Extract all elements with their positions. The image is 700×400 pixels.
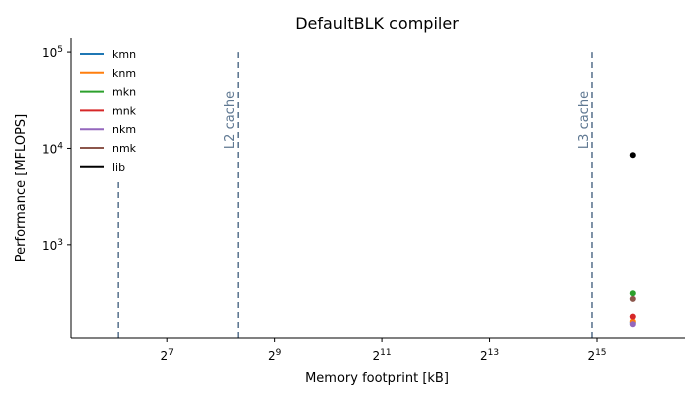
x-tick-label-4: 215 bbox=[587, 348, 606, 363]
reference-lines: L2 cache L3 cache bbox=[117, 52, 593, 338]
y-tick-label-2: 105 bbox=[42, 45, 63, 60]
reference-line-label-2: L3 cache bbox=[577, 91, 592, 149]
legend-label-nkm: nkm bbox=[112, 123, 136, 136]
y-axis-ticks: 103 104 105 bbox=[42, 45, 71, 253]
reference-line-label-1: L2 cache bbox=[223, 91, 238, 149]
x-tick-label-1: 29 bbox=[268, 348, 282, 363]
point-nmk-0 bbox=[629, 295, 636, 302]
point-mnk-0 bbox=[629, 313, 636, 320]
x-tick-label-2: 211 bbox=[373, 348, 392, 363]
legend-label-mnk: mnk bbox=[112, 104, 137, 117]
x-tick-label-0: 27 bbox=[161, 348, 174, 363]
y-axis-label: Performance [MFLOPS] bbox=[14, 114, 29, 262]
y-tick-label-1: 104 bbox=[42, 141, 63, 156]
legend-label-lib: lib bbox=[112, 161, 125, 174]
point-lib-0 bbox=[629, 152, 636, 159]
legend-label-mkn: mkn bbox=[112, 86, 136, 99]
x-tick-label-3: 213 bbox=[480, 348, 499, 363]
legend-label-kmn: kmn bbox=[112, 48, 136, 61]
x-axis-label: Memory footprint [kB] bbox=[305, 371, 449, 386]
data-points bbox=[629, 152, 636, 328]
point-mkn-0 bbox=[629, 290, 636, 297]
legend-label-knm: knm bbox=[112, 67, 136, 80]
legend-label-nmk: nmk bbox=[112, 142, 137, 155]
y-tick-label-0: 103 bbox=[42, 238, 63, 253]
chart-title: DefaultBLK compiler bbox=[295, 14, 459, 33]
legend: kmn knm mkn mnk nkm nmk lib bbox=[80, 48, 137, 174]
point-nkm-0 bbox=[629, 321, 636, 328]
x-axis-ticks: 27 29 211 213 215 bbox=[161, 338, 607, 363]
